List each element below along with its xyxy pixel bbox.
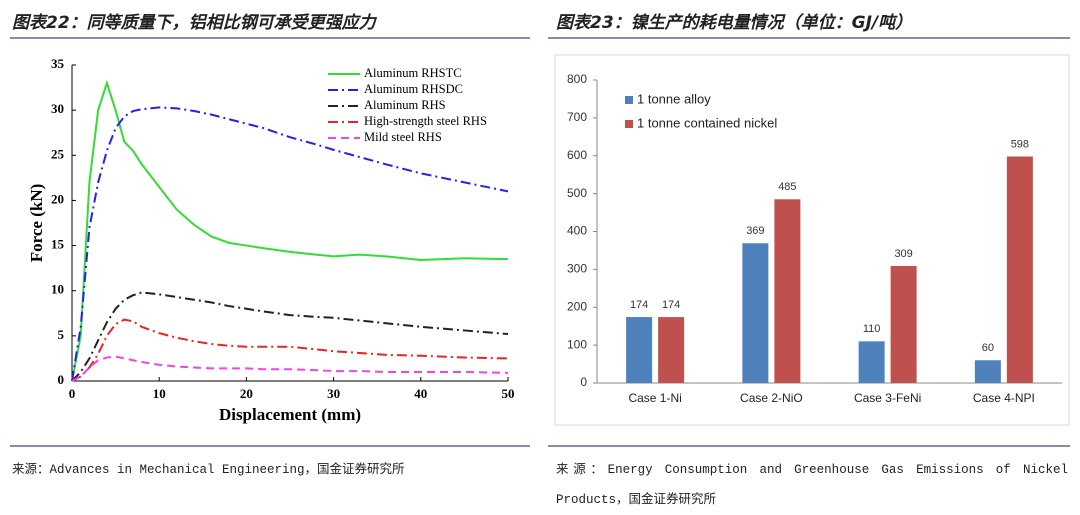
- y-tick-label: 300: [567, 262, 587, 276]
- legend-swatch: [625, 120, 633, 128]
- value-label: 369: [746, 225, 764, 237]
- y-tick-label: 200: [567, 299, 587, 313]
- x-tick-label: 50: [502, 386, 515, 401]
- value-label: 598: [1011, 138, 1029, 150]
- x-tick-label: Case 3-FeNi: [854, 391, 921, 405]
- bar: [858, 341, 885, 383]
- value-label: 174: [630, 299, 648, 311]
- y-tick-label: 30: [51, 101, 64, 116]
- bar: [890, 265, 917, 383]
- legend-label: Mild steel RHS: [364, 130, 442, 144]
- legend-label: High-strength steel RHS: [364, 114, 487, 128]
- y-tick-label: 800: [567, 72, 587, 86]
- value-label: 60: [982, 342, 994, 354]
- legend-label: 1 tonne contained nickel: [637, 115, 777, 130]
- series-line: [71, 106, 509, 382]
- series-line: [71, 318, 509, 382]
- y-tick-label: 600: [567, 148, 587, 162]
- legend-label: 1 tonne alloy: [637, 91, 711, 106]
- bar: [974, 360, 1001, 383]
- series-line: [71, 291, 509, 382]
- source-note: 来源：Energy Consumption and Greenhouse Gas…: [556, 463, 1068, 507]
- y-tick-label: 25: [51, 146, 65, 161]
- y-tick-label: 15: [51, 237, 65, 252]
- x-tick-label: 40: [414, 386, 427, 401]
- value-label: 309: [894, 248, 912, 260]
- y-tick-label: 100: [567, 337, 587, 351]
- bar: [1006, 156, 1033, 383]
- x-axis-label: Displacement (mm): [219, 405, 361, 424]
- bar: [774, 199, 801, 383]
- series-line: [71, 355, 509, 382]
- x-tick-label: Case 2-NiO: [740, 391, 803, 405]
- legend-label: Aluminum RHS: [364, 98, 446, 112]
- source-note: 来源：Advances in Mechanical Engineering，国金…: [12, 463, 405, 477]
- y-tick-label: 5: [58, 327, 65, 342]
- bar: [658, 317, 685, 383]
- y-tick-label: 0: [580, 375, 587, 389]
- bar: [626, 317, 653, 383]
- x-tick-label: 0: [69, 386, 76, 401]
- y-tick-label: 500: [567, 186, 587, 200]
- x-tick-label: Case 1-Ni: [628, 391, 681, 405]
- legend-label: Aluminum RHSTC: [364, 66, 462, 80]
- legend-label: Aluminum RHSDC: [364, 82, 463, 96]
- y-axis-label: Force (kN): [27, 184, 46, 263]
- legend-swatch: [625, 96, 633, 104]
- value-label: 110: [863, 323, 881, 335]
- value-label: 174: [662, 299, 680, 311]
- y-tick-label: 35: [51, 56, 65, 71]
- x-tick-label: Case 4-NPI: [973, 391, 1035, 405]
- value-label: 485: [778, 181, 796, 193]
- y-tick-label: 700: [567, 110, 587, 124]
- x-tick-label: 20: [240, 386, 253, 401]
- x-tick-label: 10: [153, 386, 166, 401]
- figure-title: 图表23：镍生产的耗电量情况（单位：GJ/吨）: [556, 13, 913, 33]
- y-tick-label: 10: [51, 282, 64, 297]
- x-tick-label: 30: [327, 386, 340, 401]
- bar: [742, 243, 769, 383]
- y-tick-label: 20: [51, 191, 64, 206]
- figure-title: 图表22：同等质量下，铝相比钢可承受更强应力: [12, 13, 376, 33]
- y-tick-label: 400: [567, 224, 587, 238]
- series-line: [71, 79, 509, 382]
- y-tick-label: 0: [58, 372, 65, 387]
- chart-frame: [554, 54, 1070, 426]
